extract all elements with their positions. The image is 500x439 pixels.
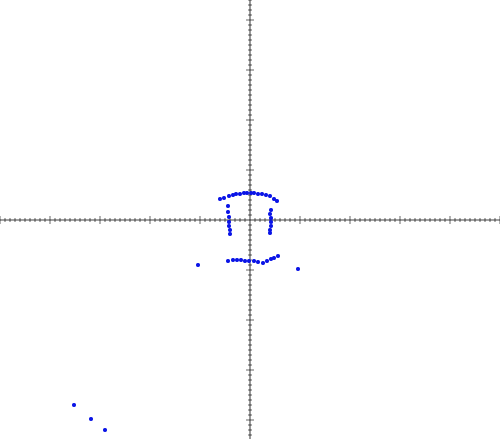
data-point xyxy=(269,220,273,224)
data-point xyxy=(89,417,93,421)
data-point xyxy=(275,199,279,203)
data-point xyxy=(227,215,231,219)
data-point xyxy=(103,428,107,432)
data-point xyxy=(196,263,200,267)
data-point xyxy=(268,194,272,198)
data-point xyxy=(226,204,230,208)
data-point xyxy=(268,212,272,216)
data-point xyxy=(235,258,239,262)
data-point xyxy=(268,231,272,235)
data-point xyxy=(227,220,231,224)
data-point xyxy=(227,224,231,228)
data-point xyxy=(234,192,238,196)
data-point xyxy=(276,254,280,258)
data-point xyxy=(296,267,300,271)
data-point xyxy=(272,197,276,201)
data-point xyxy=(238,192,242,196)
data-point xyxy=(269,216,273,220)
data-point xyxy=(256,192,260,196)
data-point xyxy=(226,259,230,263)
data-points xyxy=(72,191,300,432)
data-point xyxy=(256,260,260,264)
data-point xyxy=(243,259,247,263)
data-point xyxy=(218,197,222,201)
data-point xyxy=(264,193,268,197)
data-point xyxy=(245,191,249,195)
data-point xyxy=(228,232,232,236)
data-point xyxy=(261,261,265,265)
data-point xyxy=(272,256,276,260)
data-point xyxy=(269,224,273,228)
data-point xyxy=(72,403,76,407)
data-point xyxy=(252,259,256,263)
data-point xyxy=(231,258,235,262)
data-point xyxy=(260,192,264,196)
data-point xyxy=(249,191,253,195)
data-point xyxy=(226,210,230,214)
data-point xyxy=(239,258,243,262)
data-point xyxy=(252,191,256,195)
data-point xyxy=(242,191,246,195)
data-point xyxy=(222,196,226,200)
data-point xyxy=(269,208,273,212)
data-point xyxy=(228,228,232,232)
data-point xyxy=(265,259,269,263)
data-point xyxy=(247,259,251,263)
data-point xyxy=(227,194,231,198)
data-point xyxy=(268,228,272,232)
